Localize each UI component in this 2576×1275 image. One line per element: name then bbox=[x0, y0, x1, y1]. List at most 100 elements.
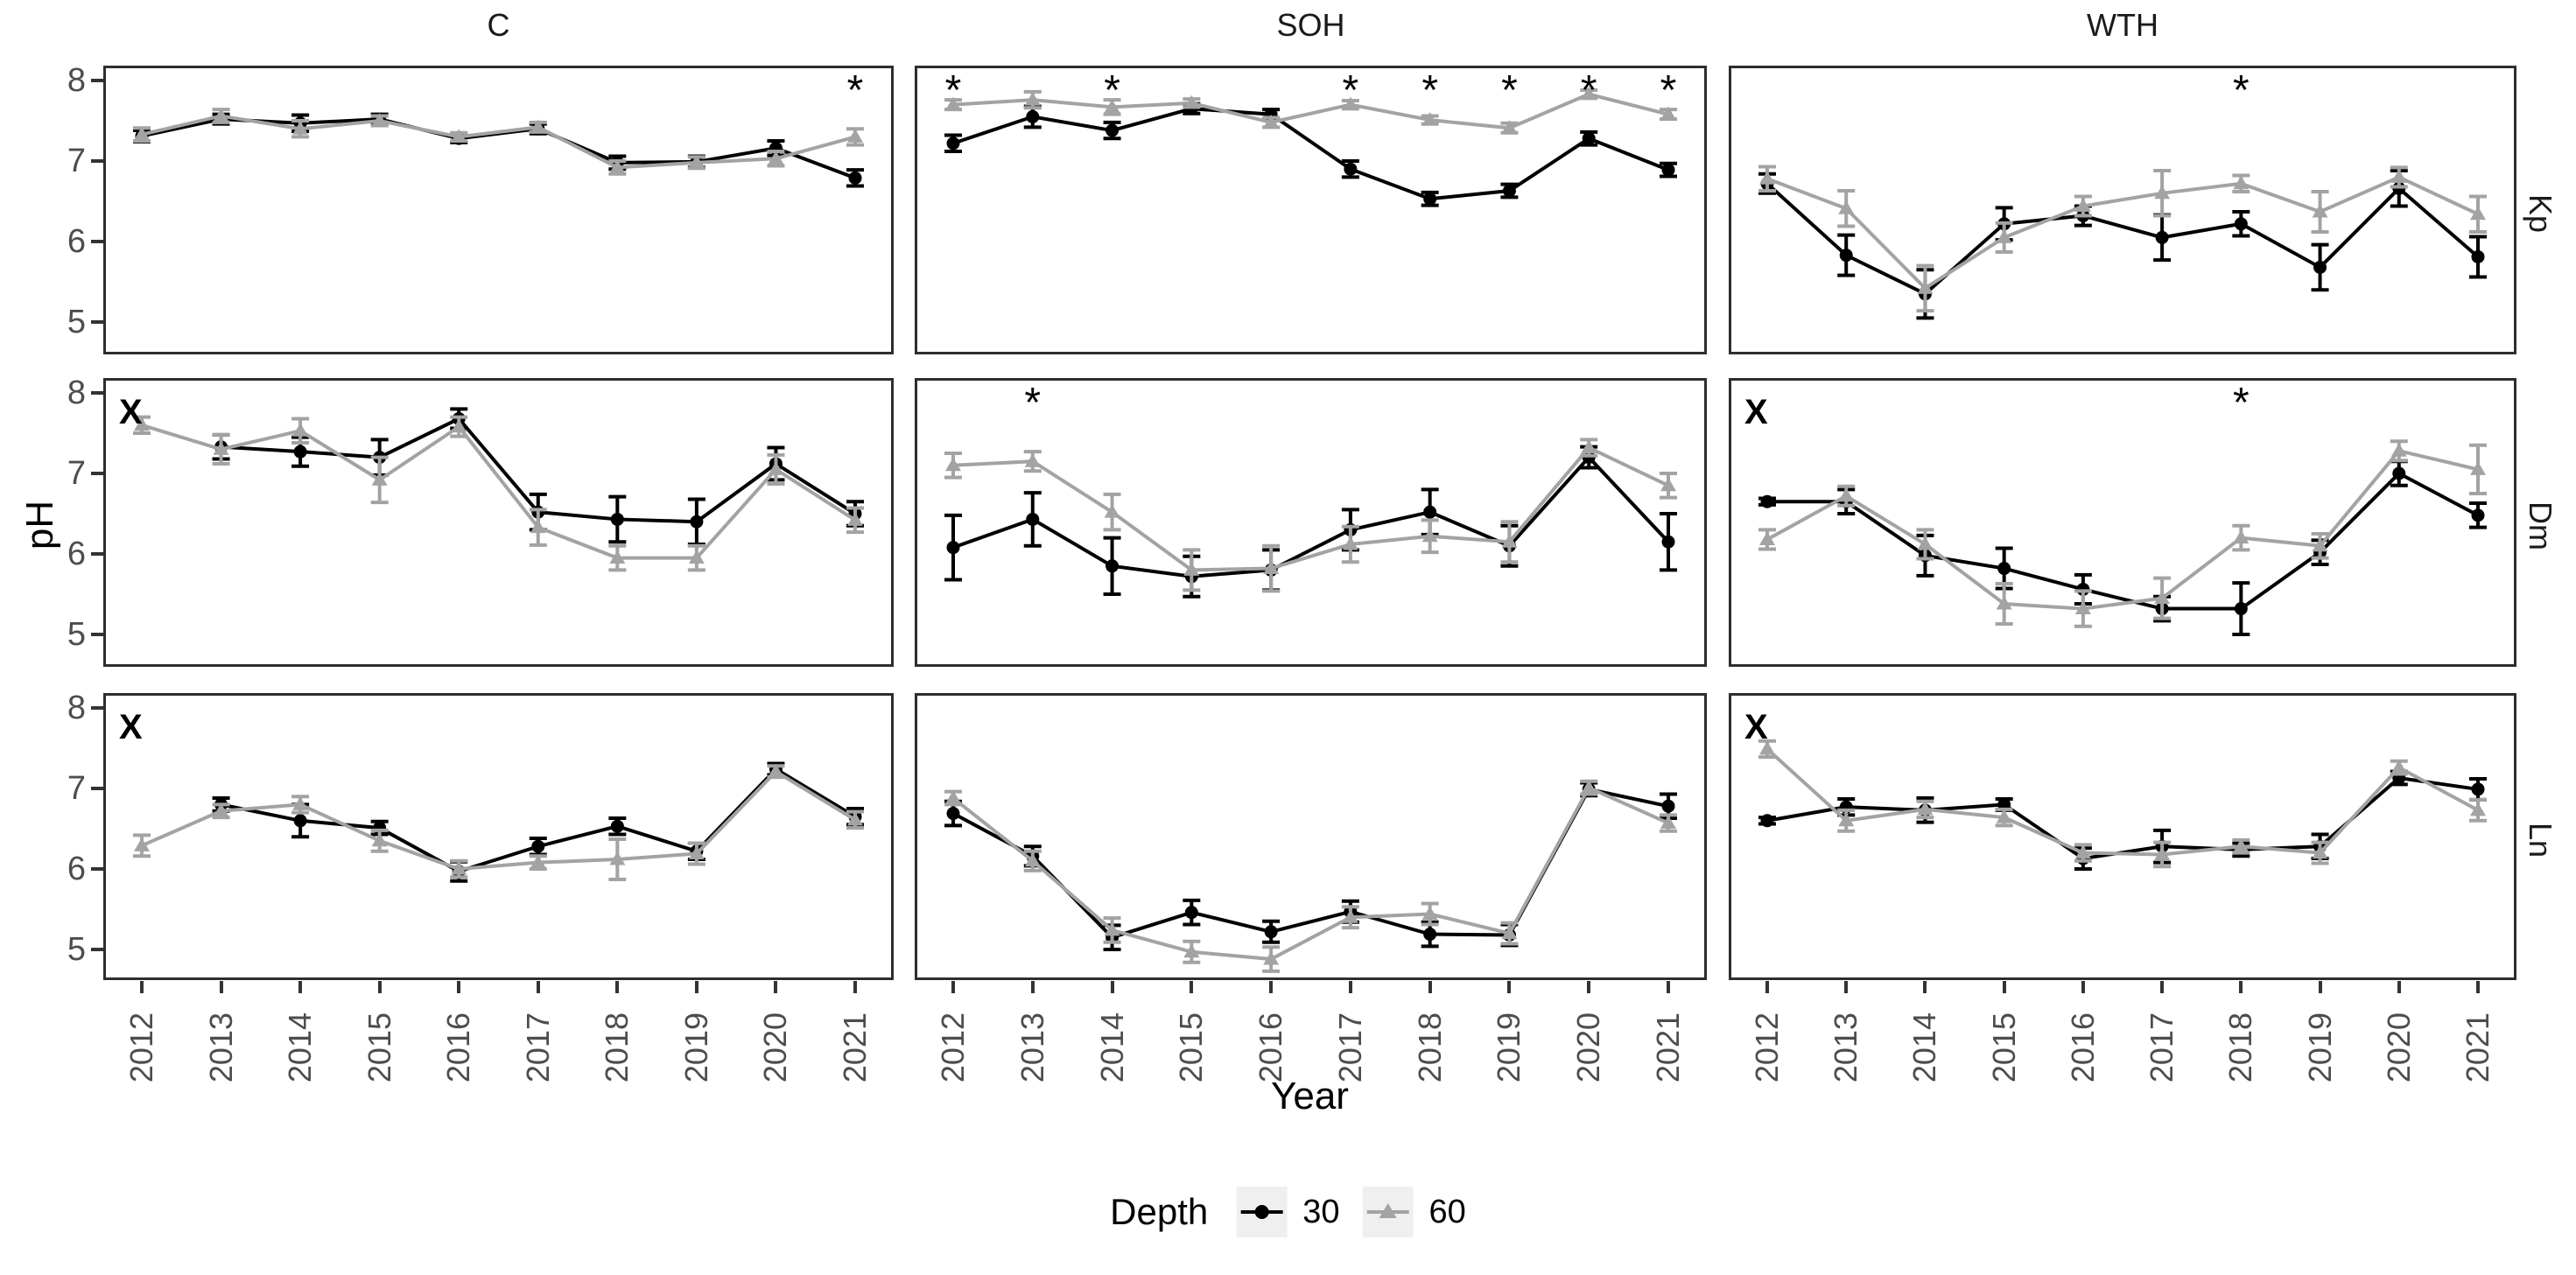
x-tick-mark bbox=[1765, 981, 1769, 993]
significance-star: * bbox=[1501, 67, 1518, 114]
significance-star: * bbox=[847, 67, 864, 114]
x-tick-label: 2021 bbox=[837, 1012, 873, 1083]
x-tick-mark bbox=[1190, 981, 1194, 993]
data-point-circle bbox=[293, 814, 307, 828]
data-point-circle bbox=[848, 171, 862, 185]
x-tick-mark bbox=[1269, 981, 1274, 993]
series-line bbox=[951, 785, 1669, 962]
x-tick-label: 2021 bbox=[1650, 1012, 1686, 1083]
data-point-triangle bbox=[847, 811, 863, 826]
y-tick-label: 6 bbox=[67, 223, 86, 260]
panel-border bbox=[1729, 378, 2516, 667]
data-point-triangle bbox=[688, 154, 705, 169]
x-tick-mark bbox=[2002, 981, 2006, 993]
panel-border bbox=[915, 66, 1707, 354]
data-point-triangle bbox=[1838, 487, 1855, 502]
y-tick-mark bbox=[91, 240, 103, 243]
data-point-triangle bbox=[2390, 169, 2407, 183]
data-point-triangle bbox=[1838, 812, 1855, 827]
x-tick-mark bbox=[1348, 981, 1352, 993]
data-point-triangle bbox=[1024, 852, 1041, 867]
data-point-circle bbox=[946, 541, 960, 555]
data-point-triangle bbox=[1501, 925, 1518, 940]
panel-border bbox=[103, 378, 894, 667]
data-point-triangle bbox=[2312, 537, 2328, 552]
data-point-triangle bbox=[1421, 528, 1438, 543]
data-point-circle bbox=[946, 137, 960, 151]
data-point-circle bbox=[1582, 131, 1596, 145]
data-point-triangle bbox=[1183, 95, 1200, 109]
y-tick-mark bbox=[91, 320, 103, 324]
data-point-triangle bbox=[2390, 443, 2407, 457]
data-point-triangle bbox=[1917, 536, 1934, 550]
series-line bbox=[141, 423, 857, 560]
data-point-triangle bbox=[1759, 531, 1775, 545]
x-tick-label: 2012 bbox=[123, 1012, 159, 1083]
data-point-triangle bbox=[371, 832, 388, 847]
x-tick-mark bbox=[1110, 981, 1114, 993]
data-point-triangle bbox=[1421, 906, 1438, 921]
x-tick-label: 2012 bbox=[935, 1012, 971, 1083]
data-point-triangle bbox=[945, 96, 961, 111]
panel-C-Dm: X bbox=[103, 378, 894, 667]
facet-col-title-wth: WTH bbox=[2087, 7, 2158, 43]
data-point-circle bbox=[690, 515, 704, 529]
data-point-triangle bbox=[768, 151, 784, 165]
data-point-circle bbox=[1026, 109, 1040, 123]
data-point-triangle bbox=[1917, 801, 1934, 816]
y-tick-mark bbox=[91, 79, 103, 82]
data-point-circle bbox=[2234, 602, 2248, 616]
data-point-circle bbox=[1423, 505, 1437, 519]
x-tick-label: 2014 bbox=[1906, 1012, 1943, 1083]
significance-star: * bbox=[2233, 67, 2250, 114]
data-point-triangle bbox=[945, 790, 961, 804]
y-tick-mark bbox=[91, 948, 103, 951]
legend-label-30: 30 bbox=[1302, 1193, 1340, 1230]
panel-WTH-Dm: *X bbox=[1729, 378, 2516, 667]
data-point-circle bbox=[2234, 217, 2248, 231]
data-point-triangle bbox=[1342, 909, 1358, 923]
x-tick-mark bbox=[2476, 981, 2480, 993]
x-tick-mark bbox=[2397, 981, 2401, 993]
legend-label-60: 60 bbox=[1428, 1193, 1466, 1230]
data-point-triangle bbox=[292, 796, 309, 810]
data-point-circle bbox=[2313, 260, 2327, 274]
data-point-triangle bbox=[2074, 600, 2091, 615]
data-point-triangle bbox=[1501, 120, 1518, 134]
x-tick-mark bbox=[1428, 981, 1432, 993]
data-point-circle bbox=[2471, 249, 2485, 263]
data-point-triangle bbox=[2074, 844, 2091, 859]
data-point-circle bbox=[1423, 928, 1437, 942]
data-point-triangle bbox=[768, 763, 784, 778]
data-point-triangle bbox=[213, 441, 229, 455]
x-tick-mark bbox=[2318, 981, 2322, 993]
significance-star: * bbox=[2233, 380, 2250, 426]
data-point-triangle bbox=[768, 461, 784, 475]
data-point-triangle bbox=[688, 845, 705, 860]
data-point-circle bbox=[2471, 508, 2485, 522]
y-tick-label: 8 bbox=[67, 690, 86, 726]
significance-star: * bbox=[1343, 67, 1359, 114]
series-line bbox=[952, 445, 1669, 572]
legend-title: Depth bbox=[1110, 1191, 1209, 1232]
x-tick-mark bbox=[1667, 981, 1670, 993]
x-tick-label: 2016 bbox=[2064, 1012, 2101, 1083]
x-axis-title: Year bbox=[1271, 1075, 1349, 1117]
series-line bbox=[141, 114, 856, 170]
significance-star: * bbox=[945, 67, 962, 114]
data-point-triangle bbox=[371, 472, 388, 486]
x-tick-mark bbox=[2160, 981, 2165, 993]
y-tick-label: 7 bbox=[67, 770, 86, 807]
data-point-triangle bbox=[530, 854, 546, 869]
x-annotation: X bbox=[1744, 708, 1768, 746]
x-tick-label: 2016 bbox=[440, 1012, 477, 1083]
data-point-circle bbox=[1760, 814, 1774, 828]
y-tick-label: 5 bbox=[67, 616, 86, 653]
data-point-circle bbox=[1264, 925, 1278, 939]
x-tick-label: 2018 bbox=[599, 1012, 635, 1083]
data-point-triangle bbox=[1024, 453, 1041, 467]
x-tick-label: 2012 bbox=[1749, 1012, 1785, 1083]
x-tick-label: 2020 bbox=[1570, 1012, 1607, 1083]
data-point-triangle bbox=[1342, 536, 1358, 550]
x-tick-mark bbox=[853, 981, 857, 993]
